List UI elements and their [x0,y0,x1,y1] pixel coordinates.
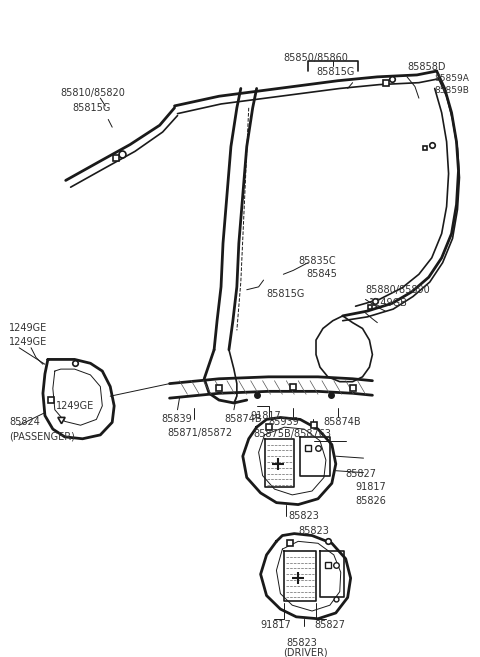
Text: 85827: 85827 [346,468,377,478]
Text: 85874B: 85874B [224,415,262,424]
Text: 85827: 85827 [314,620,345,629]
Text: 85850/85860: 85850/85860 [283,53,348,62]
Text: 85858D: 85858D [407,62,445,72]
Text: 85815G: 85815G [316,67,354,77]
Text: 85823: 85823 [287,638,317,648]
Text: 1249GE: 1249GE [9,337,48,347]
Text: 85835C: 85835C [298,256,336,265]
Text: 1249GB: 1249GB [370,298,408,308]
Text: 85815G: 85815G [72,103,111,113]
Text: 85880/85890: 85880/85890 [365,284,430,295]
Text: 85874B: 85874B [323,417,360,427]
Text: (DRIVER): (DRIVER) [283,648,328,657]
Text: 85823: 85823 [298,526,329,535]
Text: 91817: 91817 [261,620,291,629]
Text: 85826: 85826 [356,495,386,506]
Text: 85823: 85823 [288,511,319,521]
Text: 91817: 91817 [356,482,386,492]
Text: 85815G: 85815G [266,288,305,299]
Text: 85939: 85939 [268,417,299,427]
Text: 85845: 85845 [306,269,337,279]
Text: 85839: 85839 [162,415,192,424]
Text: 85859B: 85859B [435,86,469,95]
Text: (PASSENGER): (PASSENGER) [9,432,75,442]
Text: 1249GE: 1249GE [56,401,94,411]
Text: 85875B/858763: 85875B/858763 [253,429,332,439]
Text: 85859A: 85859A [435,74,469,83]
Text: 91817: 91817 [251,411,281,420]
Text: 1249GE: 1249GE [9,323,48,334]
Text: 85871/85872: 85871/85872 [168,428,233,438]
Text: 85824: 85824 [9,417,40,427]
Text: 85810/85820: 85810/85820 [61,88,126,99]
